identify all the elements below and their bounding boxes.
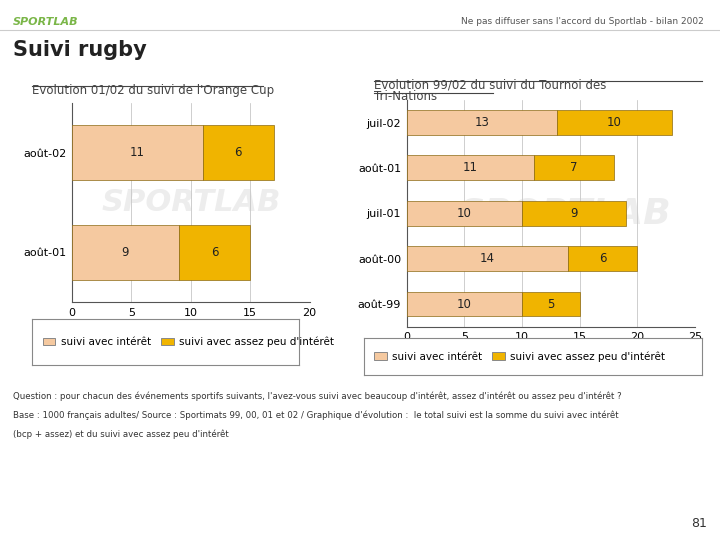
Text: Tri-Nations: Tri-Nations: [374, 90, 438, 103]
Bar: [72, 225, 179, 280]
Text: Base : 1000 français adultes/ Source : Sportimats 99, 00, 01 et 02 / Graphique d: Base : 1000 français adultes/ Source : S…: [13, 410, 618, 420]
Bar: [72, 125, 203, 180]
Bar: [522, 201, 626, 226]
Text: 6: 6: [211, 246, 218, 259]
Text: 10: 10: [457, 207, 472, 220]
Text: SPORTLAB: SPORTLAB: [101, 188, 281, 217]
Text: 13: 13: [474, 116, 489, 129]
Text: 11: 11: [463, 161, 477, 174]
Legend: suivi avec intérêt, suivi avec assez peu d'intérêt: suivi avec intérêt, suivi avec assez peu…: [37, 331, 339, 352]
Bar: [407, 201, 522, 226]
Text: 14: 14: [480, 252, 495, 265]
Text: 9: 9: [570, 207, 577, 220]
Text: Question : pour chacun des événements sportifs suivants, l'avez-vous suivi avec : Question : pour chacun des événements sp…: [13, 392, 621, 401]
Bar: [203, 125, 274, 180]
Text: 10: 10: [457, 298, 472, 310]
Text: Evolution 99/02 du suivi du Tournoi des: Evolution 99/02 du suivi du Tournoi des: [374, 78, 607, 91]
Bar: [407, 246, 568, 271]
Bar: [522, 292, 580, 316]
Text: 10: 10: [607, 116, 621, 129]
Text: 7: 7: [570, 161, 577, 174]
Bar: [407, 110, 557, 135]
Bar: [557, 110, 672, 135]
Bar: [407, 292, 522, 316]
Bar: [568, 246, 637, 271]
Bar: [407, 156, 534, 180]
Bar: [179, 225, 251, 280]
Text: 5: 5: [547, 298, 554, 310]
Text: Evolution 01/02 du suivi de l'Orange Cup: Evolution 01/02 du suivi de l'Orange Cup: [32, 84, 274, 97]
Text: (bcp + assez) et du suivi avec assez peu d'intérêt: (bcp + assez) et du suivi avec assez peu…: [13, 429, 229, 439]
Text: SPORTLAB: SPORTLAB: [459, 197, 672, 230]
Text: 9: 9: [122, 246, 129, 259]
Text: SPORTLAB: SPORTLAB: [13, 17, 78, 28]
Text: Ne pas diffuser sans l'accord du Sportlab - bilan 2002: Ne pas diffuser sans l'accord du Sportla…: [462, 17, 704, 26]
Text: 6: 6: [235, 146, 242, 159]
Text: Suivi rugby: Suivi rugby: [13, 40, 147, 60]
Text: 11: 11: [130, 146, 145, 159]
Text: 81: 81: [691, 517, 707, 530]
Text: 6: 6: [599, 252, 606, 265]
Legend: suivi avec intérêt, suivi avec assez peu d'intérêt: suivi avec intérêt, suivi avec assez peu…: [369, 346, 670, 367]
Bar: [534, 156, 614, 180]
